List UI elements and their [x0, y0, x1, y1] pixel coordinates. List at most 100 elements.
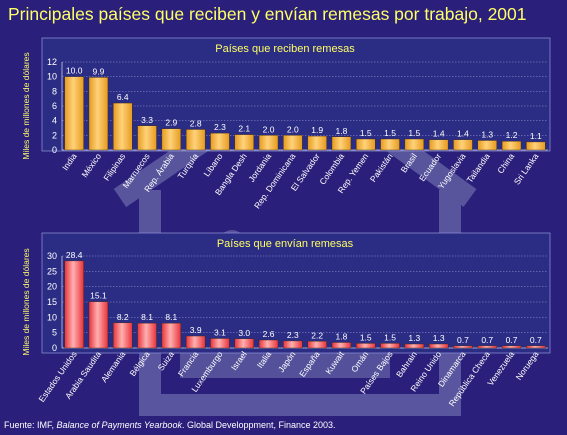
category-label: Sri Lanka — [512, 151, 541, 186]
category-label: Bélgica — [127, 349, 151, 378]
data-label: 1.5 — [384, 128, 396, 138]
data-label: 0.7 — [481, 335, 493, 345]
data-label: 1.4 — [433, 129, 445, 139]
bar — [185, 335, 206, 349]
main-title: Principales países que reciben y envían … — [8, 4, 527, 24]
bar — [88, 301, 109, 349]
y-tick-label: 25 — [47, 266, 57, 276]
category-label: España — [297, 349, 322, 379]
category-label: Bahrain — [394, 349, 419, 379]
send-chart: Países que envían remesas Miles de millon… — [21, 232, 551, 408]
category-label: Noruega — [514, 349, 541, 382]
bar — [234, 338, 254, 349]
category-label: China — [495, 151, 516, 175]
data-label: 2.2 — [311, 330, 323, 340]
bar — [501, 345, 522, 349]
y-tick-label: 8 — [52, 86, 57, 96]
data-label: 2.9 — [165, 118, 177, 128]
data-label: 2.0 — [287, 124, 299, 134]
source-note: Fuente: IMF, Balance of Payments Yearboo… — [4, 420, 336, 430]
bar — [526, 345, 546, 349]
bar — [64, 76, 84, 151]
data-label: 1.2 — [506, 130, 518, 140]
bar — [331, 342, 352, 349]
data-label: 2.6 — [263, 329, 275, 339]
y-tick-label: 2 — [52, 130, 57, 140]
bar — [64, 260, 84, 349]
data-label: 1.5 — [384, 332, 396, 342]
chart-title: Países que reciben remesas — [215, 43, 355, 55]
bar — [526, 141, 546, 151]
data-label: 3.9 — [190, 325, 202, 335]
data-label: 0.7 — [506, 335, 518, 345]
bar — [453, 139, 473, 151]
data-label: 1.8 — [336, 331, 348, 341]
source-suffix: . Global Developpment, Finance 2003. — [181, 420, 336, 430]
bar — [283, 340, 303, 349]
category-label: Filipinas — [101, 151, 127, 182]
data-label: 15.1 — [90, 291, 107, 301]
data-label: 8.1 — [165, 312, 177, 322]
data-label: 1.5 — [408, 128, 420, 138]
bar — [161, 128, 182, 151]
source-prefix: Fuente: IMF, — [4, 420, 57, 430]
category-label: Tailandia — [464, 151, 492, 184]
bar — [477, 140, 497, 151]
category-label: Francia — [176, 349, 201, 378]
y-tick-label: 6 — [52, 101, 57, 111]
data-label: 2.8 — [190, 118, 202, 128]
data-label: 2.3 — [214, 122, 226, 132]
bar — [283, 135, 303, 151]
receive-chart: Países que reciben remesas Miles de millo… — [21, 37, 551, 211]
data-label: 3.3 — [141, 115, 153, 125]
y-tick-label: 5 — [52, 328, 57, 338]
category-label: Pakistán — [368, 151, 395, 184]
bar — [404, 138, 425, 151]
data-label: 9.9 — [93, 66, 105, 76]
data-label: 1.8 — [336, 126, 348, 136]
bar — [380, 343, 400, 349]
bar — [501, 140, 522, 151]
data-label: 1.4 — [457, 129, 469, 139]
bar — [258, 135, 279, 151]
bar — [356, 138, 376, 151]
bar — [331, 136, 352, 151]
bar — [234, 134, 254, 151]
category-label: Líbano — [201, 151, 224, 178]
bar — [210, 132, 230, 151]
bar — [137, 125, 157, 151]
data-label: 1.9 — [311, 125, 323, 135]
bar — [380, 138, 400, 151]
category-label: Turquía — [175, 151, 200, 181]
bar — [428, 343, 449, 349]
bar — [477, 345, 497, 349]
data-label: 1.5 — [360, 128, 372, 138]
data-label: 2.1 — [238, 124, 250, 134]
bar — [113, 322, 133, 349]
data-label: 1.5 — [360, 332, 372, 342]
data-label: 0.7 — [457, 335, 469, 345]
bar — [88, 77, 109, 151]
category-label: México — [79, 151, 103, 179]
data-label: 2.3 — [287, 330, 299, 340]
data-label: 3.1 — [214, 327, 226, 337]
category-label: Alemania — [99, 349, 128, 384]
data-label: 10.0 — [66, 66, 83, 76]
bar — [113, 102, 133, 151]
y-tick-label: 15 — [47, 297, 57, 307]
y-tick-label: 30 — [47, 251, 57, 261]
bar — [404, 343, 425, 349]
bar — [258, 339, 279, 349]
bar — [161, 322, 182, 349]
y-tick-label: 0 — [52, 343, 57, 353]
bar — [210, 338, 230, 349]
bar — [453, 345, 473, 349]
bar — [307, 135, 327, 151]
category-label: India — [60, 151, 79, 172]
y-tick-label: 10 — [47, 72, 57, 82]
y-tick-label: 10 — [47, 312, 57, 322]
data-label: 6.4 — [117, 92, 129, 102]
data-label: 1.3 — [433, 333, 445, 343]
